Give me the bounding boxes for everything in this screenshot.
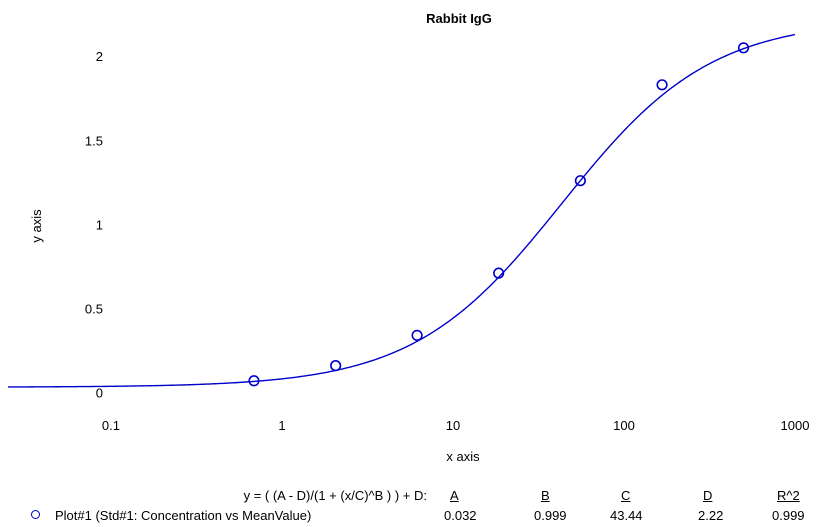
param-header-a: A (450, 488, 459, 503)
fit-results: y = ( (A - D)/(1 + (x/C)^B ) ) + D: A B … (0, 488, 839, 524)
param-header-d: D (703, 488, 713, 503)
legend-circle-icon (31, 510, 40, 519)
param-header-c: C (621, 488, 631, 503)
data-point (493, 267, 505, 279)
param-value-a: 0.032 (444, 508, 477, 523)
data-points (248, 42, 750, 387)
param-value-d: 2.22 (698, 508, 724, 523)
param-value-b: 0.999 (534, 508, 567, 523)
param-value-c: 43.44 (610, 508, 643, 523)
y-tick-label: 1 (96, 217, 103, 232)
x-axis-label: x axis (446, 449, 480, 464)
data-point (248, 375, 260, 387)
y-tick-label: 2 (96, 49, 103, 64)
chart-title: Rabbit IgG (426, 11, 492, 26)
legend-label: Plot#1 (Std#1: Concentration vs MeanValu… (55, 508, 312, 523)
x-tick-label: 1000 (781, 418, 810, 433)
fit-curve (8, 33, 796, 388)
param-header-r2: R^2 (777, 488, 800, 503)
data-point (737, 42, 750, 54)
y-tick-label: 0.5 (85, 301, 103, 316)
x-tick-label: 0.1 (102, 418, 120, 433)
data-point (574, 175, 586, 187)
data-point (411, 329, 423, 341)
y-axis-ticks: 0 0.5 1 1.5 2 (85, 49, 103, 400)
param-value-r2: 0.999 (772, 508, 805, 523)
y-tick-label: 0 (96, 386, 103, 401)
x-tick-label: 1 (278, 418, 285, 433)
x-axis-ticks: 0.1 1 10 100 1000 (102, 418, 810, 433)
data-point (656, 79, 668, 91)
data-point (330, 360, 342, 372)
x-tick-label: 10 (446, 418, 460, 433)
x-tick-label: 100 (613, 418, 635, 433)
param-header-b: B (541, 488, 550, 503)
chart: Rabbit IgG 0 0.5 1 1.5 2 0.1 1 10 100 1000 y axi… (8, 11, 810, 464)
y-tick-label: 1.5 (85, 133, 103, 148)
fit-equation: y = ( (A - D)/(1 + (x/C)^B ) ) + D: (243, 488, 427, 503)
y-axis-label: y axis (29, 209, 44, 243)
